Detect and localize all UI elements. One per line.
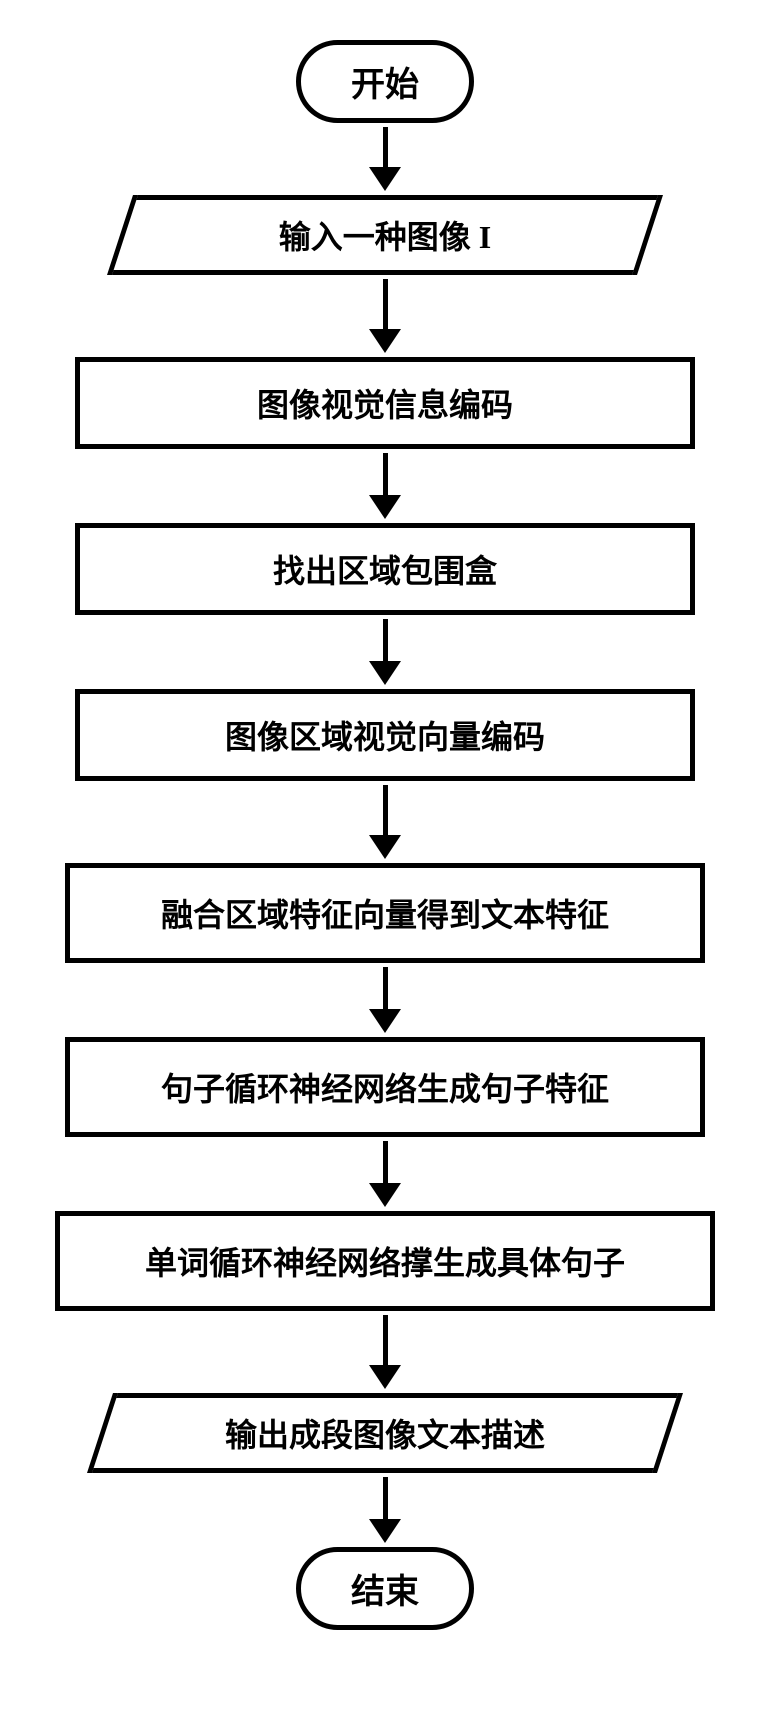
arrow-line <box>383 967 388 1009</box>
arrow-line <box>383 127 388 167</box>
io-input-label: 输入一种图像 I <box>125 212 645 258</box>
process-4: 融合区域特征向量得到文本特征 <box>65 863 705 963</box>
arrow-head-icon <box>369 1009 401 1033</box>
arrow-head-icon <box>369 1365 401 1389</box>
arrow-6 <box>369 1141 401 1207</box>
arrow-head-icon <box>369 495 401 519</box>
io-output-label: 输出成段图像文本描述 <box>105 1410 665 1456</box>
terminal-start-label: 开始 <box>351 57 419 106</box>
process-6: 单词循环神经网络撑生成具体句子 <box>55 1211 715 1311</box>
arrow-5 <box>369 967 401 1033</box>
arrow-line <box>383 1315 388 1365</box>
process-3: 图像区域视觉向量编码 <box>75 689 695 781</box>
arrow-head-icon <box>369 329 401 353</box>
process-3-label: 图像区域视觉向量编码 <box>225 712 545 758</box>
flowchart-container: 开始 输入一种图像 I 图像视觉信息编码 找出区域包围盒 图像区域视觉向量编码 … <box>35 40 735 1630</box>
arrow-1 <box>369 279 401 353</box>
io-output: 输出成段图像文本描述 <box>105 1393 665 1473</box>
arrow-line <box>383 279 388 329</box>
terminal-end: 结束 <box>296 1547 474 1630</box>
arrow-head-icon <box>369 1183 401 1207</box>
process-2-label: 找出区域包围盒 <box>273 546 497 592</box>
terminal-end-label: 结束 <box>351 1564 419 1613</box>
arrow-line <box>383 619 388 661</box>
process-5-label: 句子循环神经网络生成句子特征 <box>161 1064 609 1110</box>
arrow-head-icon <box>369 835 401 859</box>
arrow-4 <box>369 785 401 859</box>
process-1: 图像视觉信息编码 <box>75 357 695 449</box>
arrow-head-icon <box>369 661 401 685</box>
arrow-7 <box>369 1315 401 1389</box>
arrow-line <box>383 453 388 495</box>
arrow-line <box>383 785 388 835</box>
arrow-head-icon <box>369 167 401 191</box>
process-2: 找出区域包围盒 <box>75 523 695 615</box>
arrow-line <box>383 1477 388 1519</box>
arrow-line <box>383 1141 388 1183</box>
arrow-3 <box>369 619 401 685</box>
arrow-2 <box>369 453 401 519</box>
io-input: 输入一种图像 I <box>125 195 645 275</box>
process-5: 句子循环神经网络生成句子特征 <box>65 1037 705 1137</box>
arrow-8 <box>369 1477 401 1543</box>
arrow-head-icon <box>369 1519 401 1543</box>
terminal-start: 开始 <box>296 40 474 123</box>
process-4-label: 融合区域特征向量得到文本特征 <box>161 890 609 936</box>
process-1-label: 图像视觉信息编码 <box>257 380 513 426</box>
arrow-0 <box>369 127 401 191</box>
process-6-label: 单词循环神经网络撑生成具体句子 <box>145 1238 625 1284</box>
